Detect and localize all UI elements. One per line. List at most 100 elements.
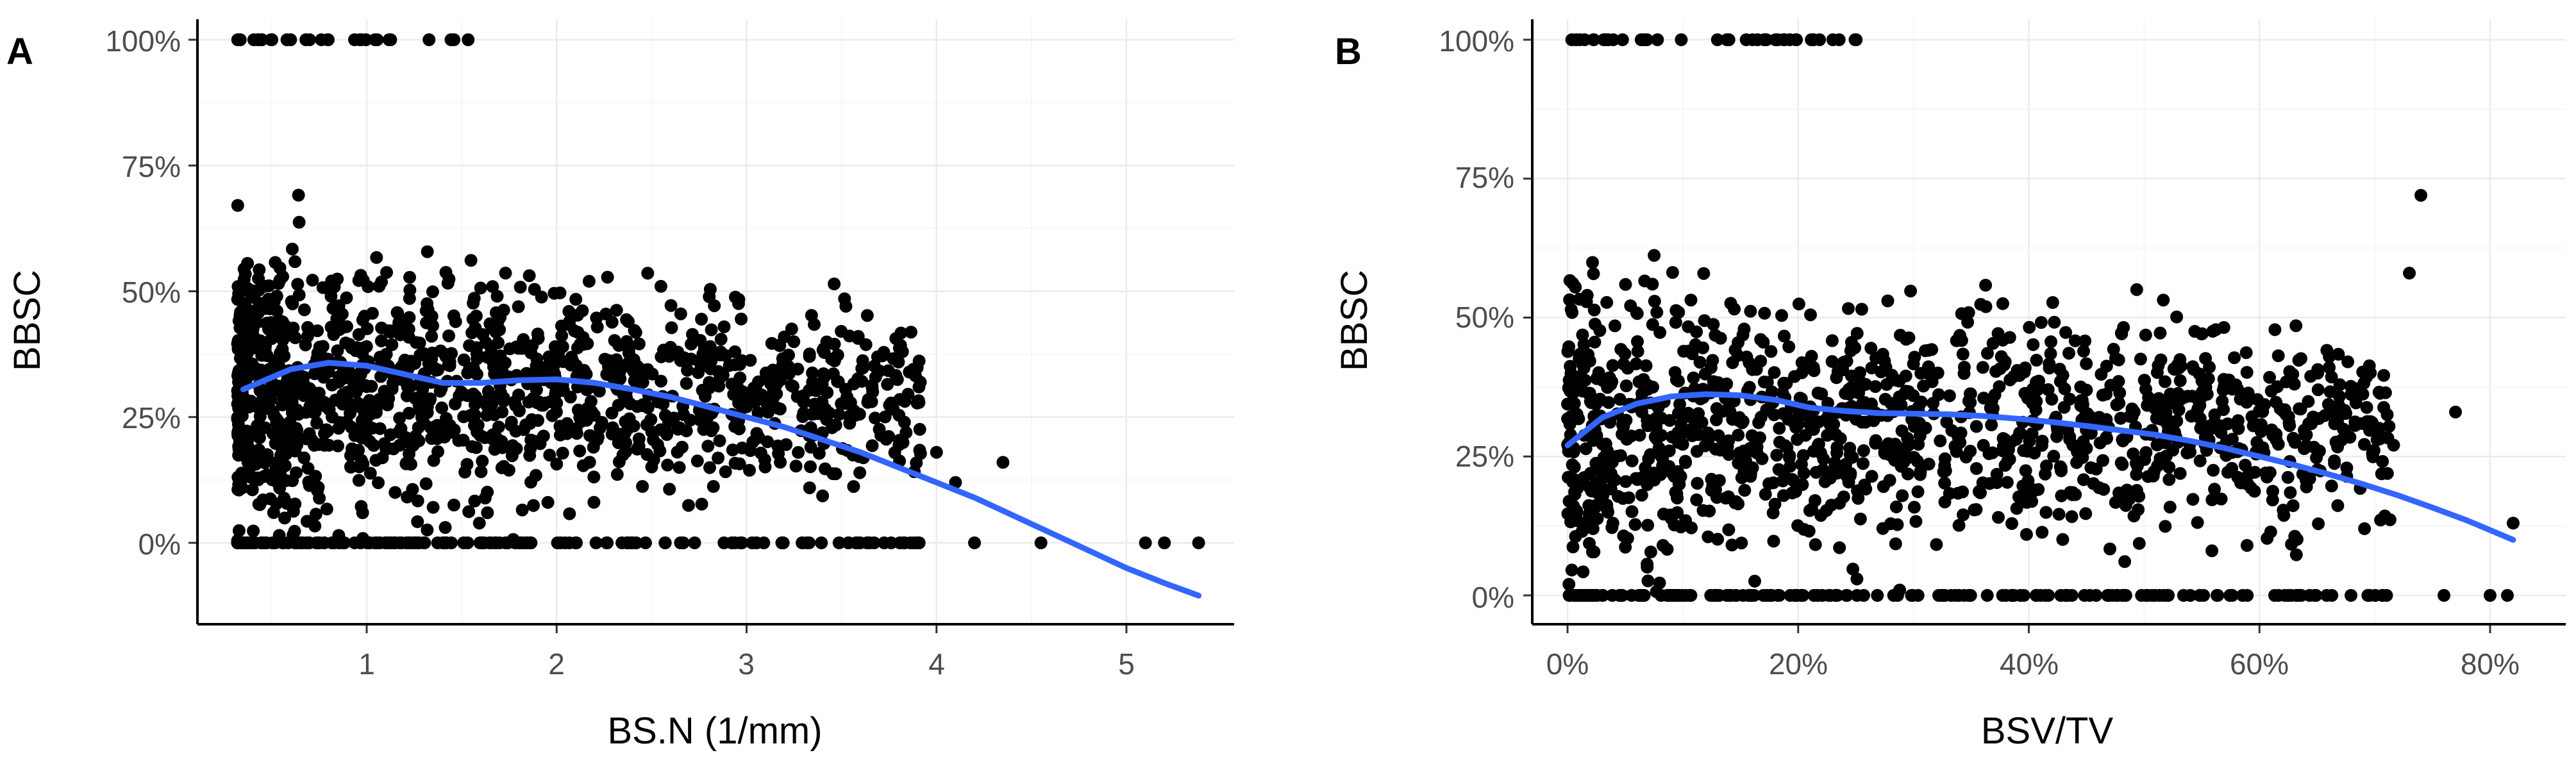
- panel-a-x-tick-label: 4: [928, 647, 945, 681]
- panel-a-point: [539, 361, 552, 374]
- panel-b-point: [1878, 354, 1891, 368]
- panel-b-point: [2266, 485, 2279, 498]
- panel-b-point: [1952, 518, 1966, 532]
- panel-a-point: [246, 483, 259, 497]
- panel-b-point: [1993, 380, 2006, 394]
- panel-a-point: [476, 328, 490, 341]
- panel-b-point: [2193, 589, 2207, 602]
- panel-a-point: [497, 394, 510, 408]
- panel-a-point: [406, 439, 420, 452]
- panel-b-point: [2007, 589, 2021, 602]
- panel-a-point: [232, 339, 246, 352]
- panel-a-point: [735, 536, 749, 549]
- panel-b-point: [1846, 562, 1860, 576]
- panel-a-point: [512, 300, 525, 313]
- panel-b-point: [1880, 377, 1893, 391]
- panel-b-point: [2348, 415, 2362, 429]
- panel-b-point: [1842, 302, 1855, 315]
- panel-a-point: [495, 461, 508, 474]
- panel-b-point: [1646, 318, 1659, 331]
- panel-b-point: [2028, 446, 2041, 460]
- panel-a-point: [457, 353, 471, 367]
- panel-b-point: [1690, 325, 1703, 338]
- panel-a-point: [728, 345, 742, 358]
- panel-b-point: [1850, 589, 1864, 602]
- panel-a-point: [531, 327, 544, 341]
- panel-a-point: [767, 383, 780, 397]
- panel-b-point: [1917, 379, 1930, 393]
- panel-a-point: [639, 399, 653, 413]
- panel-b-point: [1674, 427, 1687, 441]
- panel-b-point: [1850, 33, 1863, 46]
- panel-b-point: [2239, 458, 2252, 472]
- panel-b-point: [1732, 428, 1745, 442]
- panel-b-point: [1938, 495, 1952, 509]
- panel-b-point: [1805, 33, 1818, 46]
- panel-a-point: [816, 489, 830, 502]
- panel-a-point: [445, 347, 458, 360]
- panel-b-point: [1669, 316, 1682, 329]
- panel-b-point: [2157, 294, 2170, 307]
- panel-b-point: [1662, 460, 1676, 473]
- panel-b-point: [1644, 545, 1657, 559]
- panel-b-point: [2214, 492, 2228, 506]
- panel-a-point: [680, 377, 693, 390]
- panel-b-point: [1707, 318, 1720, 331]
- panel-b-point: [2321, 398, 2335, 411]
- panel-a-point: [411, 515, 424, 528]
- panel-a-point: [373, 422, 387, 435]
- panel-b-point: [1671, 492, 1684, 505]
- panel-a-point: [486, 280, 499, 294]
- panel-b-point: [1677, 345, 1691, 358]
- panel-b-point: [2009, 433, 2023, 446]
- panel-a-point: [369, 454, 383, 467]
- panel-a-point: [231, 536, 244, 549]
- panel-b-point: [2271, 438, 2285, 451]
- panel-a-point: [317, 436, 331, 450]
- panel-a-point: [690, 454, 704, 468]
- panel-a-point: [866, 385, 880, 399]
- panel-b-x-tick-label: 0%: [1546, 647, 1589, 681]
- panel-b-point: [2382, 420, 2396, 433]
- panel-b-point: [1622, 491, 1635, 504]
- panel-a-point: [253, 384, 267, 397]
- panel-a-point: [471, 419, 485, 432]
- panel-a-point: [231, 426, 244, 440]
- panel-a-point: [1139, 536, 1152, 549]
- panel-b-point: [1744, 467, 1757, 480]
- panel-a-point: [250, 316, 263, 329]
- panel-a-point: [360, 536, 374, 549]
- panel-b-point: [1827, 418, 1841, 431]
- panel-b-point: [2170, 310, 2184, 324]
- panel-a-point: [292, 215, 306, 229]
- panel-b-point: [2110, 398, 2123, 411]
- panel-b-point: [1634, 589, 1648, 602]
- panel-b-point: [1570, 514, 1584, 527]
- panel-b-point: [1705, 472, 1718, 486]
- panel-a-point: [315, 33, 328, 46]
- panel-b-point: [1869, 434, 1882, 447]
- panel-b-point: [1985, 419, 1998, 431]
- panel-b-point: [2102, 589, 2115, 602]
- panel-a-point: [714, 348, 727, 361]
- panel-b-x-tick-label: 60%: [2230, 647, 2289, 681]
- panel-b-point: [1889, 500, 1903, 513]
- panel-a-point: [520, 367, 533, 380]
- panel-b-point: [1894, 398, 1908, 411]
- panel-b-point: [1576, 328, 1589, 342]
- panel-a-point: [386, 376, 399, 390]
- panel-a-point: [309, 508, 322, 521]
- panel-b-point: [1668, 470, 1681, 483]
- panel-a-point: [660, 428, 674, 441]
- panel-a-point: [292, 288, 306, 302]
- panel-a-point: [641, 267, 655, 280]
- panel-a-point: [258, 397, 272, 410]
- panel-b-point: [1930, 538, 1943, 551]
- panel-a-point: [815, 377, 829, 391]
- panel-b-point: [1791, 433, 1804, 446]
- panel-a-point: [344, 460, 357, 474]
- panel-a-point: [269, 256, 282, 269]
- panel-a-point: [819, 402, 832, 416]
- panel-b-point: [2145, 589, 2159, 602]
- panel-a-point: [254, 334, 267, 347]
